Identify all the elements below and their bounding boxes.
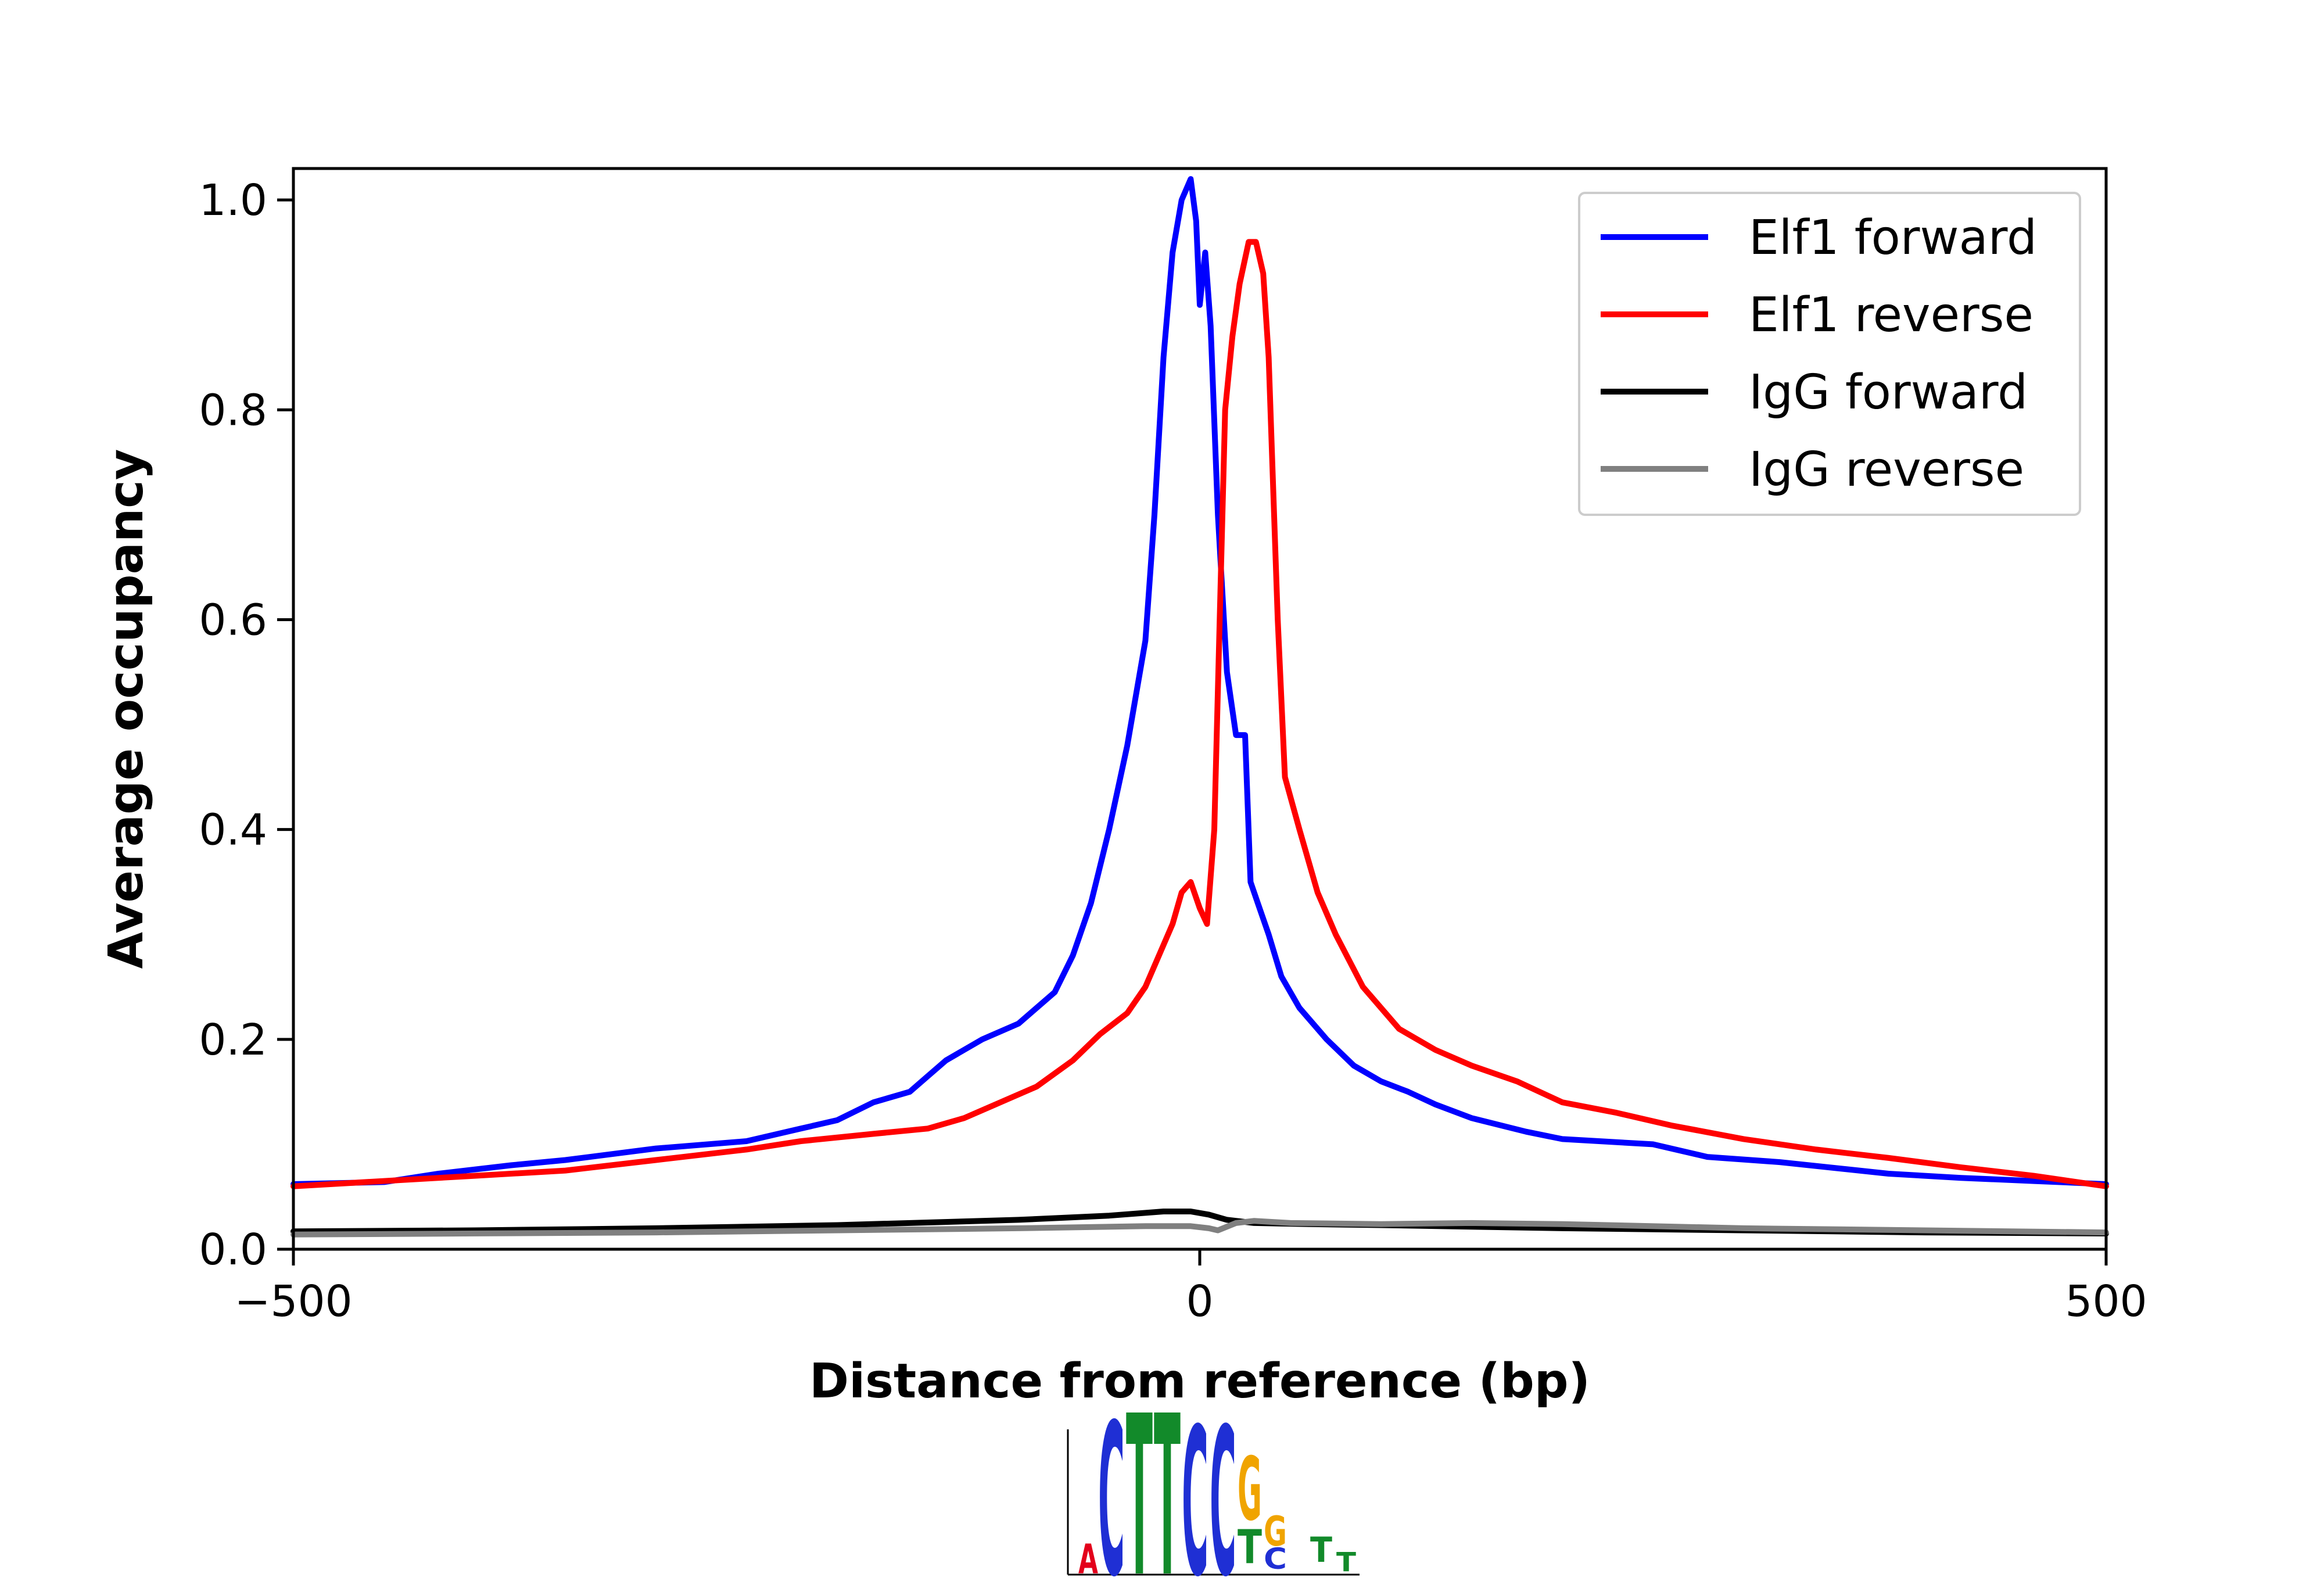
x-axis-ticks: −500 0 500: [234, 1249, 2147, 1327]
svg-text:T: T: [1126, 1368, 1153, 1581]
x-tick-label: −500: [234, 1277, 352, 1327]
svg-text:T: T: [1154, 1368, 1181, 1581]
svg-text:G: G: [1238, 1439, 1262, 1540]
legend-entry-label: IgG forward: [1749, 365, 2028, 420]
svg-text:A: A: [1078, 1536, 1098, 1581]
svg-text:T: T: [1310, 1530, 1332, 1571]
series-line-elf1-reverse: [290, 239, 2109, 1189]
legend-entry-label: Elf1 forward: [1749, 210, 2037, 266]
legend-entry-label: IgG reverse: [1749, 442, 2024, 497]
y-tick-label: 0.2: [199, 1015, 267, 1065]
legend-frame: [1578, 192, 2081, 516]
svg-text:C: C: [1210, 1385, 1236, 1581]
svg-text:C: C: [1182, 1385, 1208, 1581]
y-tick-label: 0.8: [199, 385, 267, 435]
x-tick-label: 500: [2065, 1277, 2147, 1327]
svg-text:G: G: [1264, 1508, 1287, 1555]
series-line-igg-forward: [290, 1209, 2109, 1236]
y-axis-ticks: 0.0 0.2 0.4 0.6 0.8 1.0: [199, 175, 293, 1275]
sequence-logo-image: A C T T C C G T G C T T: [1067, 1368, 1360, 1581]
legend-entry-label: Elf1 reverse: [1749, 288, 2033, 343]
y-axis-label: Average occupancy: [99, 449, 154, 969]
legend: Elf1 forward Elf1 reverse IgG forward IgG r…: [1578, 192, 2081, 516]
svg-text:T: T: [1238, 1520, 1262, 1574]
plot-series-group: [290, 176, 2109, 1238]
svg-text:T: T: [1336, 1547, 1356, 1578]
y-tick-label: 1.0: [199, 175, 267, 225]
series-line-elf1-forward: [290, 176, 2109, 1187]
series-line-igg-reverse: [290, 1218, 2109, 1238]
x-tick-label: 0: [1186, 1277, 1213, 1327]
y-tick-label: 0.0: [199, 1225, 267, 1275]
svg-text:C: C: [1264, 1542, 1287, 1576]
y-tick-label: 0.4: [199, 805, 267, 855]
x-axis-label: Distance from reference (bp): [809, 1354, 1590, 1409]
y-tick-label: 0.6: [199, 596, 267, 646]
svg-text:C: C: [1098, 1379, 1125, 1581]
